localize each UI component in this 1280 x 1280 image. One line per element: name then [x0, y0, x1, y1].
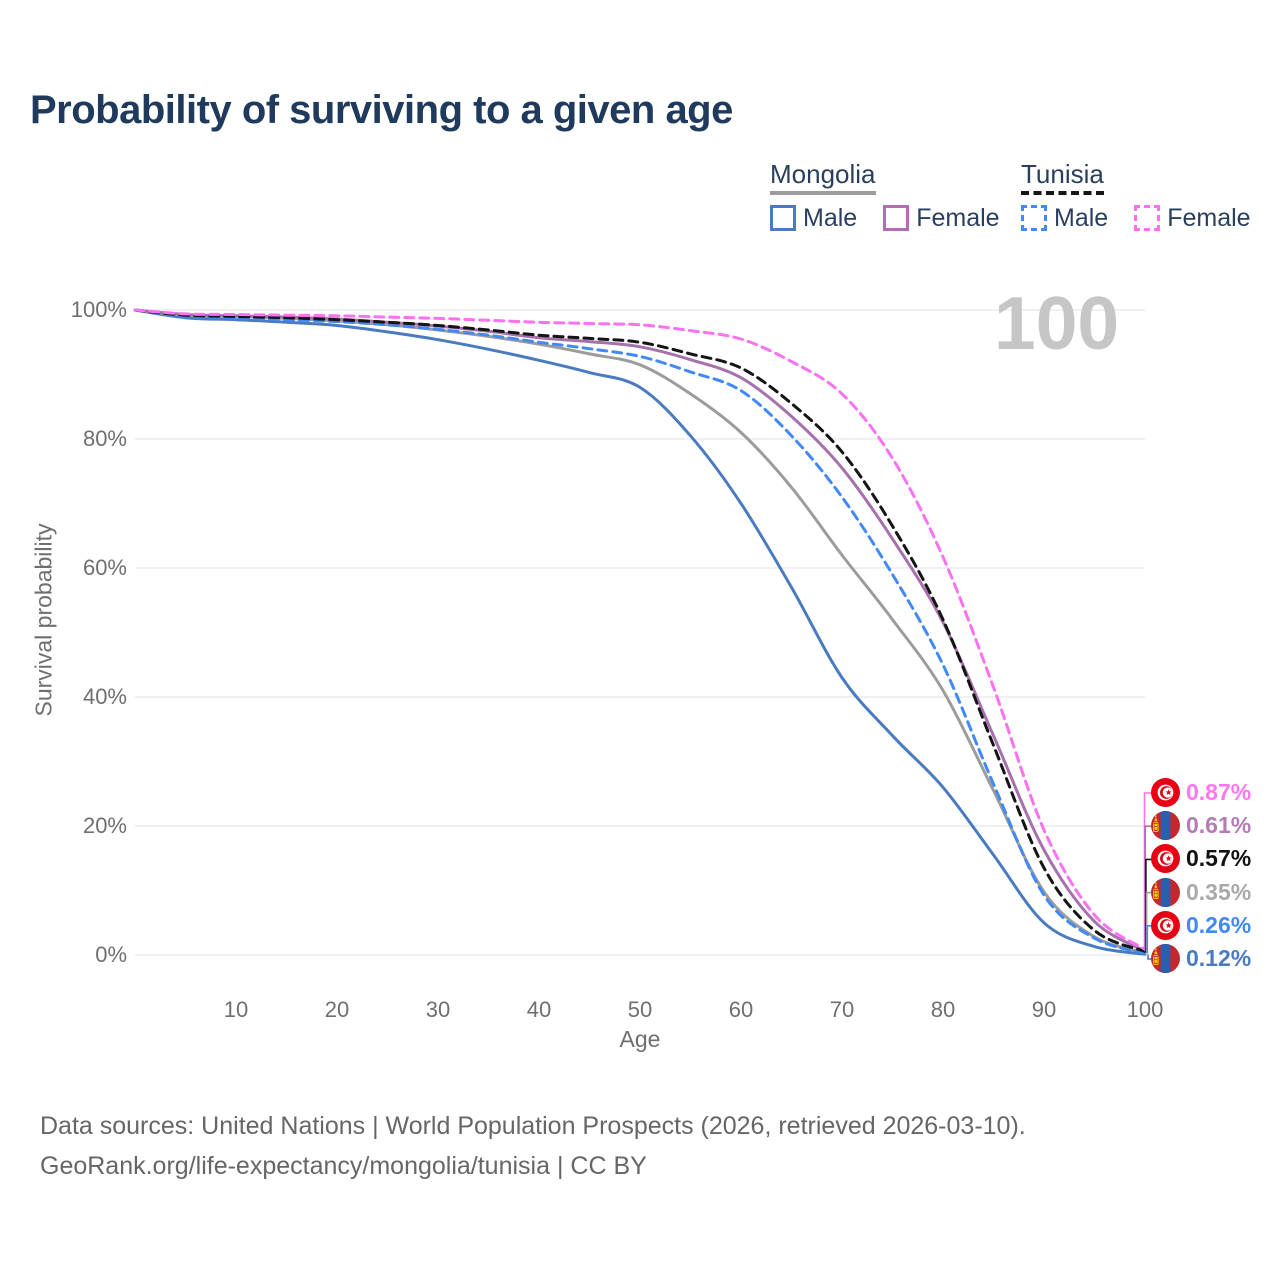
legend-group-tunisia: Tunisia Male Female [1021, 159, 1251, 233]
end-label-tunisia-both: 0.57% [1151, 844, 1252, 874]
mongolia-flag-icon [1151, 944, 1180, 973]
tunisia-flag-icon [1151, 844, 1180, 874]
x-axis-title: Age [619, 1026, 661, 1052]
x-tick-label: 30 [425, 997, 451, 1022]
end-label-tunisia-male: 0.26% [1151, 910, 1252, 940]
legend-item-mongolia-female[interactable]: Female [883, 203, 1000, 233]
end-label-mongolia-female: 0.61% [1151, 811, 1252, 841]
age-watermark: 100 [994, 281, 1120, 365]
legend-swatch [1134, 205, 1161, 232]
legend-item-label: Female [1167, 203, 1251, 232]
legend-item-mongolia-male[interactable]: Male [770, 204, 857, 233]
legend-item-label: Male [803, 203, 858, 232]
legend-country-tunisia: Tunisia [1021, 159, 1104, 195]
series-line-mongolia-male [133, 308, 1147, 956]
end-label-mongolia-male: 0.12% [1151, 944, 1251, 973]
y-tick-label: 40% [82, 684, 127, 709]
series-line-mongolia-female [133, 308, 1147, 953]
legend-item-label: Male [1054, 203, 1109, 232]
end-label-value: 0.57% [1186, 845, 1252, 872]
x-tick-label: 100 [1126, 997, 1164, 1022]
end-label-value: 0.26% [1186, 911, 1252, 938]
legend-swatch [883, 205, 910, 232]
y-tick-label: 20% [82, 813, 127, 838]
x-tick-label: 20 [324, 997, 350, 1022]
footer-url: GeoRank.org/life-expectancy/mongolia/tun… [40, 1152, 647, 1180]
mongolia-flag-icon [1151, 811, 1180, 841]
x-tick-label: 70 [829, 997, 855, 1022]
series-line-tunisia-female [133, 308, 1147, 951]
series-line-tunisia-both [133, 308, 1147, 953]
y-tick-label: 0% [95, 942, 127, 967]
x-tick-label: 40 [526, 997, 552, 1022]
legend-item-tunisia-male[interactable]: Male [1021, 204, 1108, 233]
tunisia-flag-icon [1151, 778, 1180, 807]
mongolia-flag-icon [1151, 877, 1180, 907]
end-label-value: 0.61% [1186, 812, 1252, 839]
legend-item-tunisia-female[interactable]: Female [1134, 203, 1251, 233]
y-tick-label: 100% [70, 297, 127, 322]
end-label-mongolia-both: 0.35% [1151, 877, 1252, 907]
x-tick-label: 10 [223, 997, 249, 1022]
y-tick-label: 60% [82, 555, 127, 580]
legend-country-mongolia: Mongolia [770, 159, 876, 195]
legend-item-label: Female [916, 203, 1000, 232]
legend-swatch [770, 205, 796, 232]
end-label-value: 0.87% [1186, 779, 1252, 805]
x-tick-label: 90 [1031, 997, 1057, 1022]
end-label-tunisia-female: 0.87% [1151, 778, 1251, 807]
tunisia-flag-icon [1151, 910, 1180, 940]
chart-title: Probability of surviving to a given age [30, 88, 733, 132]
series-line-mongolia-both [133, 308, 1147, 955]
y-tick-label: 80% [82, 426, 127, 451]
x-tick-label: 80 [930, 997, 956, 1022]
series-line-tunisia-male [133, 308, 1147, 955]
x-tick-label: 50 [627, 997, 653, 1022]
end-label-value: 0.35% [1186, 878, 1252, 905]
legend-swatch [1021, 205, 1047, 232]
x-tick-label: 60 [728, 997, 754, 1022]
footer: Data sources: United Nations | World Pop… [40, 1106, 1026, 1186]
footer-sources: Data sources: United Nations | World Pop… [40, 1112, 1026, 1140]
legend-group-mongolia: Mongolia Male Female [770, 159, 1000, 233]
end-label-value: 0.12% [1186, 945, 1252, 971]
